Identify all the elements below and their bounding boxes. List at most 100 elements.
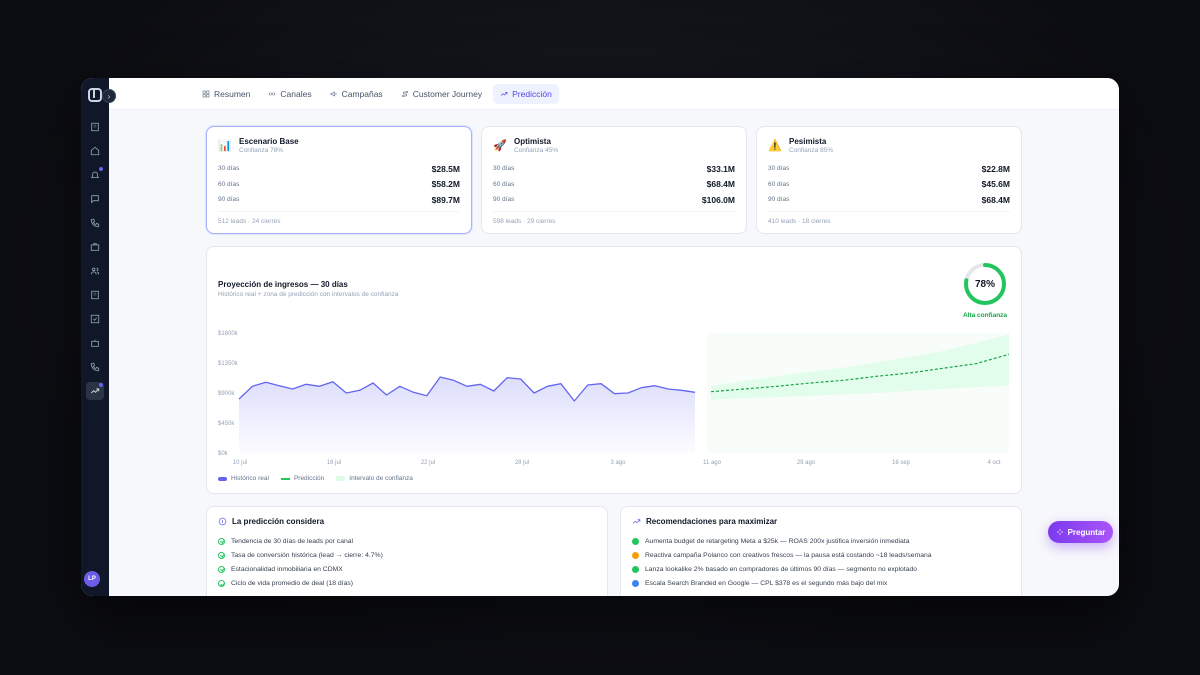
scenario-footer: 598 leads · 29 cierres (493, 210, 735, 225)
scenario-card[interactable]: 📊 Escenario Base Confianza 78% 30 días $28.5… (206, 126, 472, 234)
historical-line (238, 376, 696, 402)
tab-predicción[interactable]: Predicción (493, 83, 559, 104)
sidebar-item-bot[interactable] (86, 334, 104, 352)
scenario-row: 30 días $22.8M (768, 161, 1010, 177)
legend-swatch-historico (218, 476, 227, 481)
tab-customer-journey[interactable]: Customer Journey (394, 84, 489, 104)
chart-title: Proyección de ingresos — 30 días (218, 280, 348, 289)
sidebar-item-phone[interactable] (86, 214, 104, 232)
scenario-row: 30 días $28.5M (218, 161, 460, 177)
period-label: 60 días (768, 180, 790, 188)
tab-label: Canales (280, 88, 312, 99)
scenario-confidence: Confianza 78% (239, 147, 284, 154)
tab-label: Predicción (512, 88, 552, 99)
notification-dot (99, 383, 103, 387)
x-tick-label: 11 ago (703, 460, 722, 466)
gauge-label: Alta confianza (962, 312, 1008, 319)
sidebar-item-briefcase[interactable] (86, 238, 104, 256)
broadcast-icon (269, 91, 276, 96)
main-area: Resumen Canales Campañas Customer Journey Pr… (109, 78, 1119, 596)
period-value: $22.8M (981, 163, 1010, 174)
sidebar-item-users[interactable] (86, 262, 104, 280)
building-icon (91, 290, 99, 300)
historical-area (239, 377, 695, 453)
status-dot-icon (632, 537, 639, 545)
legend-label: Predicción (293, 475, 325, 482)
legend-intervalo: Intervalo de confianza (336, 475, 413, 482)
recommendation-item: Escala Search Branded en Google — CPL $3… (632, 577, 1010, 591)
gauge-value: 78% (974, 278, 995, 290)
bell-icon (90, 171, 100, 178)
sidebar-item-bell[interactable] (86, 166, 104, 184)
recommendations-panel: Recomendaciones para maximizar Aumenta b… (620, 506, 1022, 596)
x-tick-label: 4 oct (987, 460, 1000, 466)
recommendation-item: Aumenta budget de retargeting Meta a $25… (632, 534, 1010, 548)
bottom-panels: La predicción considera Tendencia de 30 … (206, 506, 1022, 596)
tab-bar: Resumen Canales Campañas Customer Journey Pr… (109, 78, 1119, 110)
collapse-sidebar-button[interactable]: › (102, 89, 116, 103)
x-tick-label: 16 jul (327, 460, 341, 466)
considers-panel: La predicción considera Tendencia de 30 … (206, 506, 608, 596)
tab-canales[interactable]: Canales (261, 84, 318, 104)
check-circle-icon (218, 580, 225, 588)
home-icon (90, 146, 100, 156)
revenue-chart: $0k $450k $900k $1350k $1800k 10 jul 16 jul 22 … (218, 331, 1010, 466)
check-circle-icon (218, 565, 225, 573)
considers-item: Estacionalidad inmobiliaria en CDMX (218, 562, 596, 576)
scenario-row: 90 días $106.0M (493, 192, 735, 208)
sidebar-item-home[interactable] (86, 142, 104, 160)
tab-label: Customer Journey (412, 88, 483, 99)
confidence-gauge (964, 263, 1006, 305)
considers-text: Ciclo de vida promedio de deal (18 días) (231, 580, 354, 588)
route-icon (401, 90, 408, 97)
grid-icon (202, 90, 210, 97)
sidebar-item-phone[interactable] (86, 358, 104, 376)
check-square-icon (90, 314, 100, 324)
considers-text: Tendencia de 30 días de leads por canal (231, 537, 354, 545)
scenario-confidence: Confianza 45% (514, 147, 559, 154)
legend-historico: Histórico real (218, 475, 269, 482)
period-label: 30 días (493, 165, 515, 173)
scenario-icon: 🚀 (493, 140, 507, 152)
period-value: $68.4M (981, 194, 1010, 205)
scenario-row: 30 días $33.1M (493, 161, 735, 177)
y-tick-label: $1800k (218, 331, 239, 337)
trending-up-icon (90, 388, 100, 394)
sidebar-item-trending-up[interactable] (86, 382, 104, 400)
considers-title: La predicción considera (218, 517, 596, 526)
x-tick-label: 28 jul (515, 460, 529, 466)
tab-resumen[interactable]: Resumen (195, 84, 257, 104)
status-dot-icon (632, 580, 639, 588)
confidence-band (711, 334, 1009, 400)
sidebar-item-check-square[interactable] (86, 310, 104, 328)
scenario-card[interactable]: ⚠️ Pesimista Confianza 85% 30 días $22.8M 60 … (756, 126, 1022, 234)
scenario-icon: 📊 (218, 140, 232, 152)
sidebar-nav (86, 118, 104, 400)
y-tick-label: $1350k (218, 361, 239, 367)
scenario-card[interactable]: 🚀 Optimista Confianza 45% 30 días $33.1M 60 d… (481, 126, 747, 234)
sidebar-item-message[interactable] (86, 190, 104, 208)
scenario-title: Pesimista (789, 137, 827, 146)
y-tick-label: $900k (218, 391, 235, 397)
avatar[interactable]: LP (84, 571, 100, 587)
x-tick-label: 10 jul (233, 460, 247, 466)
gauge-arc (964, 263, 1006, 305)
card-header: ⚠️ Pesimista Confianza 85% (768, 137, 1010, 154)
recommendation-text: Aumenta budget de retargeting Meta a $25… (645, 537, 910, 545)
recommendation-text: Lanza lookalike 2% basado en compradores… (645, 565, 918, 573)
ask-button-label: Preguntar (1067, 527, 1106, 537)
period-value: $68.4M (706, 179, 735, 190)
scenario-row: 60 días $45.6M (768, 177, 1010, 193)
sidebar-item-building[interactable] (86, 118, 104, 136)
tab-campañas[interactable]: Campañas (323, 84, 390, 104)
status-dot-icon (632, 565, 639, 573)
sidebar-item-building[interactable] (86, 286, 104, 304)
trending-up-icon (500, 91, 508, 96)
period-label: 30 días (768, 165, 790, 173)
period-label: 60 días (218, 180, 240, 188)
ask-button[interactable]: Preguntar (1048, 521, 1113, 543)
considers-title-text: La predicción considera (232, 517, 325, 526)
period-value: $33.1M (706, 163, 735, 174)
considers-text: Tasa de conversión histórica (lead → cie… (231, 551, 383, 559)
users-icon (90, 267, 100, 275)
